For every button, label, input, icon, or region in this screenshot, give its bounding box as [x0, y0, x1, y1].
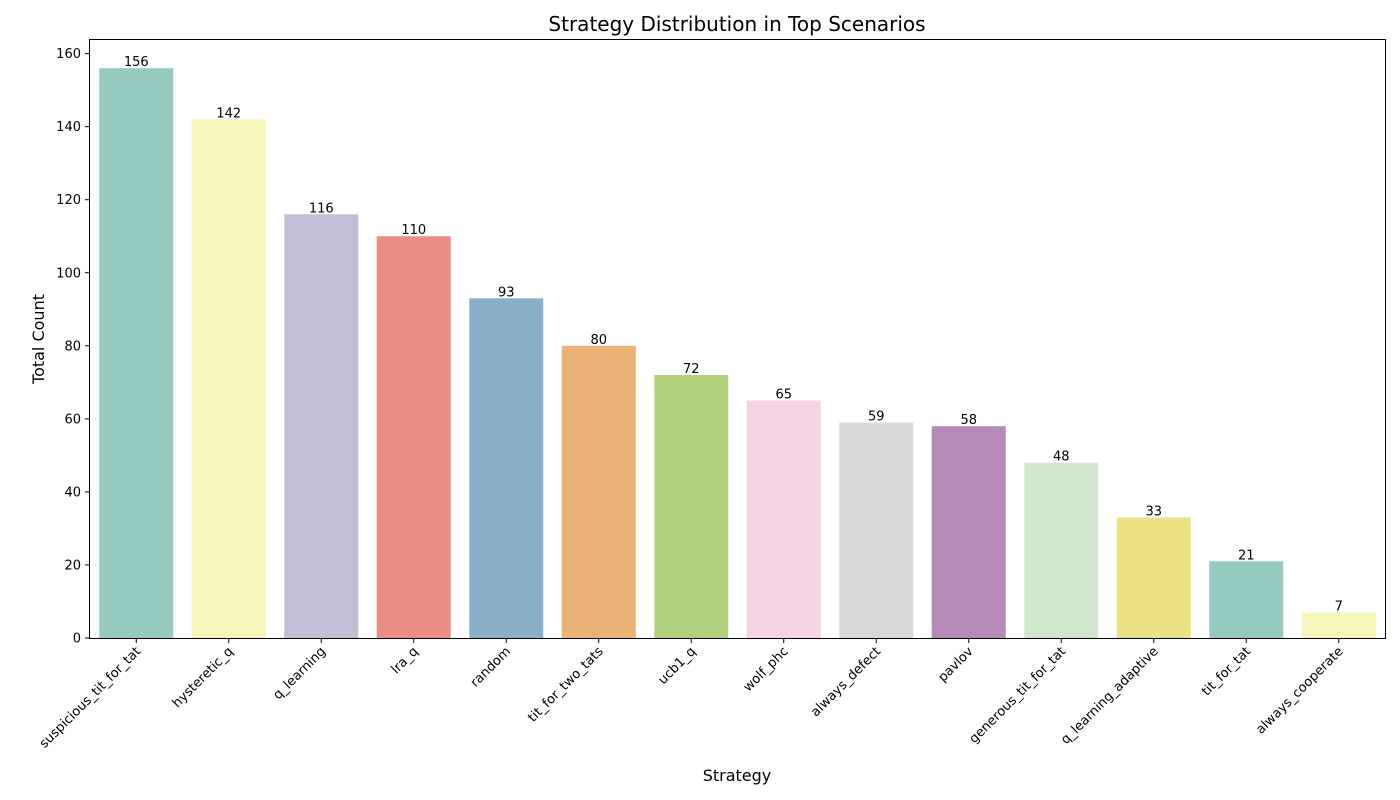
y-tick-label: 60: [64, 412, 81, 427]
bars-group: [99, 68, 1376, 639]
x-tick-label-ucb1_q: ucb1_q: [655, 644, 699, 688]
y-tick-label: 40: [64, 485, 81, 500]
y-tick-label: 20: [64, 558, 81, 573]
chart-title: Strategy Distribution in Top Scenarios: [548, 12, 925, 36]
data-label-generous_tit_for_tat: 48: [1053, 450, 1070, 465]
bar-q_learning: [284, 214, 359, 638]
x-tick-label-wolf_phc: wolf_phc: [741, 644, 792, 695]
x-tick-label-lra_q: lra_q: [389, 644, 422, 677]
x-axis-label: Strategy: [703, 766, 772, 785]
data-label-tit_for_tat: 21: [1238, 548, 1255, 563]
y-tick-label: 120: [56, 193, 81, 208]
y-tick-label: 0: [73, 632, 81, 647]
bar-random: [469, 298, 544, 638]
data-label-hysteretic_q: 142: [216, 106, 241, 121]
x-tick-label-q_learning: q_learning: [271, 644, 330, 703]
data-label-tit_for_two_tats: 80: [590, 333, 607, 348]
data-label-suspicious_tit_for_tat: 156: [124, 55, 149, 70]
x-tick-label-tit_for_tat: tit_for_tat: [1199, 644, 1254, 699]
x-tick-label-suspicious_tit_for_tat: suspicious_tit_for_tat: [37, 644, 144, 751]
data-label-random: 93: [498, 285, 515, 300]
x-axis: suspicious_tit_for_tat hysteretic_q q_lear…: [37, 638, 1347, 752]
plot-frame: [89, 39, 1386, 639]
data-label-always_cooperate: 7: [1335, 599, 1343, 614]
y-tick-label: 100: [56, 266, 81, 281]
data-label-q_learning_adaptive: 33: [1145, 504, 1162, 519]
y-tick-label: 160: [56, 47, 81, 62]
data-labels-group: 156 142 116 110 93 80 72 65 59 58 48 33 21 7: [124, 55, 1343, 614]
data-label-q_learning: 116: [309, 201, 334, 216]
bar-lra_q: [376, 236, 451, 639]
bar-ucb1_q: [654, 375, 729, 638]
x-tick-label-always_defect: always_defect: [808, 644, 884, 720]
y-axis: 0 20 40 60 80 100 120 140 160: [56, 47, 90, 647]
data-label-always_defect: 59: [868, 410, 885, 425]
data-label-lra_q: 110: [401, 223, 426, 238]
bar-suspicious_tit_for_tat: [99, 68, 174, 639]
x-tick-label-hysteretic_q: hysteretic_q: [170, 644, 237, 711]
bar-q_learning_adaptive: [1116, 517, 1191, 638]
x-tick-label-generous_tit_for_tat: generous_tit_for_tat: [967, 644, 1069, 746]
y-axis-label: Total Count: [29, 294, 48, 385]
x-tick-label-q_learning_adaptive: q_learning_adaptive: [1058, 644, 1161, 747]
bar-pavlov: [931, 426, 1006, 638]
x-tick-label-always_cooperate: always_cooperate: [1253, 644, 1346, 737]
y-tick-label: 80: [64, 339, 81, 354]
x-tick-label-random: random: [468, 644, 514, 690]
bar-generous_tit_for_tat: [1024, 462, 1099, 638]
y-tick-label: 140: [56, 120, 81, 135]
data-label-wolf_phc: 65: [775, 388, 792, 403]
bar-tit_for_tat: [1209, 561, 1284, 638]
data-label-ucb1_q: 72: [683, 362, 700, 377]
bar-hysteretic_q: [191, 119, 266, 639]
bar-always_defect: [839, 422, 914, 638]
bar-tit_for_two_tats: [561, 345, 636, 638]
x-tick-label-tit_for_two_tats: tit_for_two_tats: [525, 644, 606, 725]
bar-wolf_phc: [746, 400, 821, 638]
x-tick-label-pavlov: pavlov: [935, 644, 976, 685]
data-label-pavlov: 58: [960, 413, 977, 428]
bar-always_cooperate: [1301, 612, 1376, 638]
